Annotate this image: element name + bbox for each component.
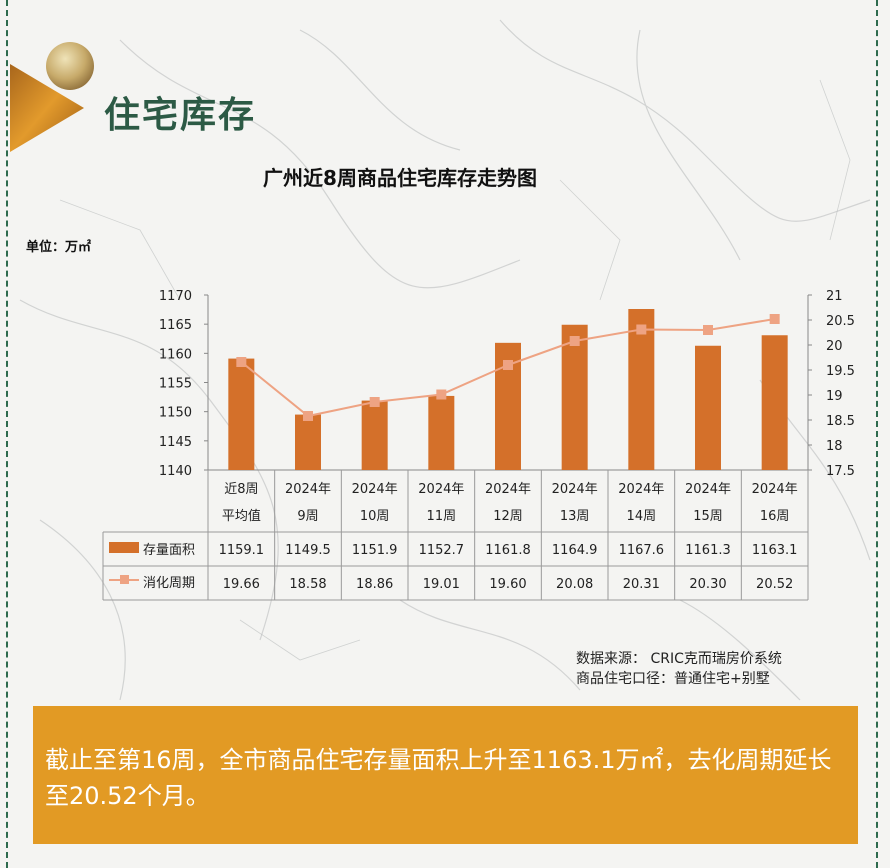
x-tick-label: 平均值 [222,508,261,524]
table-value-inventory: 1164.9 [552,543,598,558]
bar-inventory [228,358,255,470]
bar-inventory [428,395,455,470]
x-tick-label: 14周 [627,509,657,524]
legend-swatch-inventory [109,542,139,553]
x-tick-label: 9周 [297,509,318,524]
table-value-digestion: 20.52 [756,577,793,592]
table-value-inventory: 1161.3 [685,543,731,558]
right-frame-border [876,0,878,868]
x-tick-label: 11周 [427,509,457,524]
table-value-inventory: 1152.7 [419,543,465,558]
line-point-digestion-period [436,389,447,400]
table-value-inventory: 1151.9 [352,543,398,558]
data-source: 数据来源： CRIC克而瑞房价系统 商品住宅口径：普通住宅+别墅 [576,649,782,689]
bar-inventory [561,324,588,470]
y-left-tick-label: 1170 [159,289,192,304]
left-frame-border [6,0,8,868]
y-left-tick-label: 1160 [159,347,192,362]
table-value-inventory: 1163.1 [752,543,798,558]
line-point-digestion-period [236,357,247,367]
section-title: 住宅库存 [104,95,257,136]
chart-title: 广州近8周商品住宅库存走势图 [263,166,537,190]
line-point-digestion-period [369,397,380,407]
x-tick-label: 2024年 [752,482,798,497]
line-point-digestion-period [303,411,313,421]
x-tick-label: 近8周 [224,482,258,497]
x-tick-label: 2024年 [552,482,598,497]
y-left-tick-label: 1140 [159,464,192,479]
y-right-tick-label: 19.5 [826,364,855,379]
unit-label: 单位：万㎡ [26,240,92,255]
x-tick-label: 15周 [693,509,723,524]
triangle-decoration [10,64,84,152]
x-tick-label: 13周 [560,509,590,524]
y-left-tick-label: 1150 [159,406,192,421]
legend-swatch-digestion-marker [120,575,129,584]
x-tick-label: 2024年 [352,482,398,497]
x-tick-label: 2024年 [618,482,664,497]
legend-label-digestion: 消化周期 [143,576,195,591]
circle-decoration [46,42,94,90]
y-right-tick-label: 20 [826,339,843,354]
y-right-tick-label: 18 [826,439,843,454]
x-tick-label: 2024年 [485,482,531,497]
legend-label-inventory: 存量面积 [143,543,195,558]
y-right-tick-label: 21 [826,289,843,304]
y-right-tick-label: 18.5 [826,414,855,429]
x-tick-label: 2024年 [418,482,464,497]
table-value-inventory: 1149.5 [285,543,331,558]
table-value-digestion: 18.58 [289,577,326,592]
table-value-digestion: 18.86 [356,577,393,592]
y-left-tick-label: 1145 [159,435,192,450]
line-point-digestion-period [636,324,647,335]
y-right-tick-label: 19 [826,389,843,404]
y-left-tick-label: 1155 [159,377,192,392]
x-tick-label: 12周 [493,509,523,524]
y-right-tick-label: 17.5 [826,464,855,479]
bar-inventory [695,345,721,470]
decorative-emblem [10,42,94,152]
line-point-digestion-period [769,314,780,324]
line-point-digestion-period [569,336,580,346]
y-left-tick-label: 1165 [159,318,192,333]
summary-text: 截止至第16周，全市商品住宅存量面积上升至1163.1万㎡，去化周期延长至20.… [45,746,832,810]
table-value-inventory: 1161.8 [485,543,531,558]
source-line-2: 商品住宅口径：普通住宅+别墅 [576,671,770,687]
table-value-digestion: 20.30 [689,577,726,592]
bar-inventory [361,400,388,470]
bar-inventory [295,414,321,470]
table-value-digestion: 19.01 [423,577,460,592]
table-value-digestion: 19.60 [489,577,526,592]
x-tick-label: 2024年 [685,482,731,497]
bar-inventory [628,309,655,470]
line-point-digestion-period [503,360,513,370]
y-right-tick-label: 20.5 [826,314,855,329]
x-tick-label: 2024年 [285,482,331,497]
table-value-inventory: 1159.1 [219,543,265,558]
x-tick-label: 16周 [760,509,790,524]
x-tick-label: 10周 [360,509,390,524]
table-value-digestion: 19.66 [223,577,260,592]
table-value-inventory: 1167.6 [619,543,665,558]
bar-inventory [761,335,788,470]
inventory-chart: 1140 1145 1150 1155 1160 1165 1170 17.5 18 18.5 19… [102,289,855,601]
table-value-digestion: 20.31 [623,577,660,592]
table-value-digestion: 20.08 [556,577,593,592]
source-line-1: 数据来源： CRIC克而瑞房价系统 [576,651,782,667]
summary-box: 截止至第16周，全市商品住宅存量面积上升至1163.1万㎡，去化周期延长至20.… [33,706,858,844]
line-point-digestion-period [703,325,713,335]
